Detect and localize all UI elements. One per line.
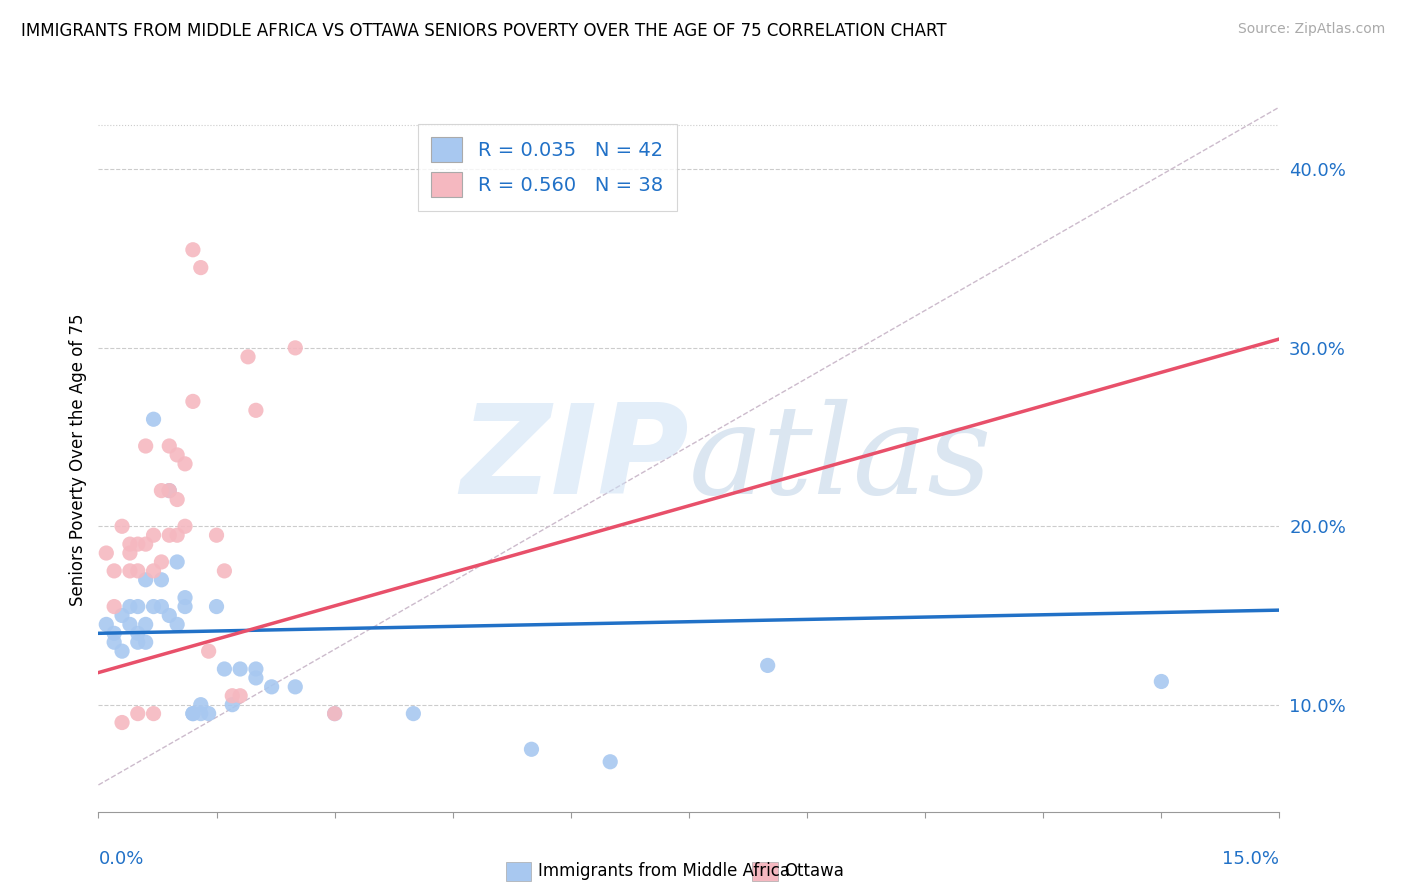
Point [323, 706, 346, 721]
Point [127, 706, 149, 721]
Point [1150, 674, 1173, 689]
Point [205, 599, 228, 614]
Point [103, 599, 125, 614]
Point [111, 608, 134, 623]
Point [214, 564, 236, 578]
Text: atlas: atlas [689, 399, 993, 520]
Point [157, 483, 180, 498]
Point [157, 528, 180, 542]
Point [166, 555, 188, 569]
Point [118, 599, 141, 614]
Point [142, 599, 165, 614]
Point [221, 689, 243, 703]
Point [103, 626, 125, 640]
Point [157, 439, 180, 453]
Point [103, 635, 125, 649]
Point [127, 599, 149, 614]
Text: Ottawa: Ottawa [785, 863, 845, 880]
Point [599, 755, 621, 769]
Point [174, 519, 197, 533]
Text: ZIP: ZIP [460, 399, 689, 520]
Point [166, 448, 188, 462]
Point [135, 537, 157, 551]
Point [190, 260, 212, 275]
Point [142, 564, 165, 578]
Point [150, 599, 173, 614]
Point [135, 617, 157, 632]
Text: IMMIGRANTS FROM MIDDLE AFRICA VS OTTAWA SENIORS POVERTY OVER THE AGE OF 75 CORRE: IMMIGRANTS FROM MIDDLE AFRICA VS OTTAWA … [21, 22, 946, 40]
Point [174, 457, 197, 471]
Point [118, 546, 141, 560]
Point [127, 635, 149, 649]
Point [229, 662, 252, 676]
Point [190, 698, 212, 712]
Point [127, 564, 149, 578]
Text: 15.0%: 15.0% [1222, 850, 1279, 869]
Point [103, 564, 125, 578]
Point [127, 537, 149, 551]
Point [174, 599, 197, 614]
Point [118, 564, 141, 578]
Point [157, 608, 180, 623]
Point [111, 644, 134, 658]
Point [135, 635, 157, 649]
Point [96, 546, 118, 560]
Point [221, 698, 243, 712]
Point [284, 341, 307, 355]
Legend: R = 0.035   N = 42, R = 0.560   N = 38: R = 0.035 N = 42, R = 0.560 N = 38 [418, 124, 676, 211]
Point [245, 671, 267, 685]
Point [323, 706, 346, 721]
Y-axis label: Seniors Poverty Over the Age of 75: Seniors Poverty Over the Age of 75 [69, 313, 87, 606]
Point [190, 706, 212, 721]
Point [118, 537, 141, 551]
Point [127, 626, 149, 640]
Point [197, 706, 219, 721]
Point [245, 662, 267, 676]
Point [520, 742, 543, 756]
Point [96, 617, 118, 632]
Point [214, 662, 236, 676]
Point [142, 528, 165, 542]
Point [229, 689, 252, 703]
Point [756, 658, 779, 673]
Point [181, 706, 204, 721]
Point [150, 573, 173, 587]
Point [197, 644, 219, 658]
Point [166, 528, 188, 542]
Point [142, 412, 165, 426]
Point [260, 680, 283, 694]
Point [236, 350, 259, 364]
Text: Source: ZipAtlas.com: Source: ZipAtlas.com [1237, 22, 1385, 37]
Point [284, 680, 307, 694]
Point [150, 483, 173, 498]
Text: 0.0%: 0.0% [98, 850, 143, 869]
Point [402, 706, 425, 721]
Point [150, 555, 173, 569]
Point [111, 715, 134, 730]
Point [157, 483, 180, 498]
Point [245, 403, 267, 417]
Point [135, 439, 157, 453]
Point [181, 706, 204, 721]
Point [205, 528, 228, 542]
Point [181, 243, 204, 257]
Point [142, 706, 165, 721]
Point [166, 617, 188, 632]
Point [174, 591, 197, 605]
Point [181, 394, 204, 409]
Point [166, 492, 188, 507]
Point [118, 617, 141, 632]
Point [135, 573, 157, 587]
Point [111, 519, 134, 533]
Text: Immigrants from Middle Africa: Immigrants from Middle Africa [538, 863, 790, 880]
